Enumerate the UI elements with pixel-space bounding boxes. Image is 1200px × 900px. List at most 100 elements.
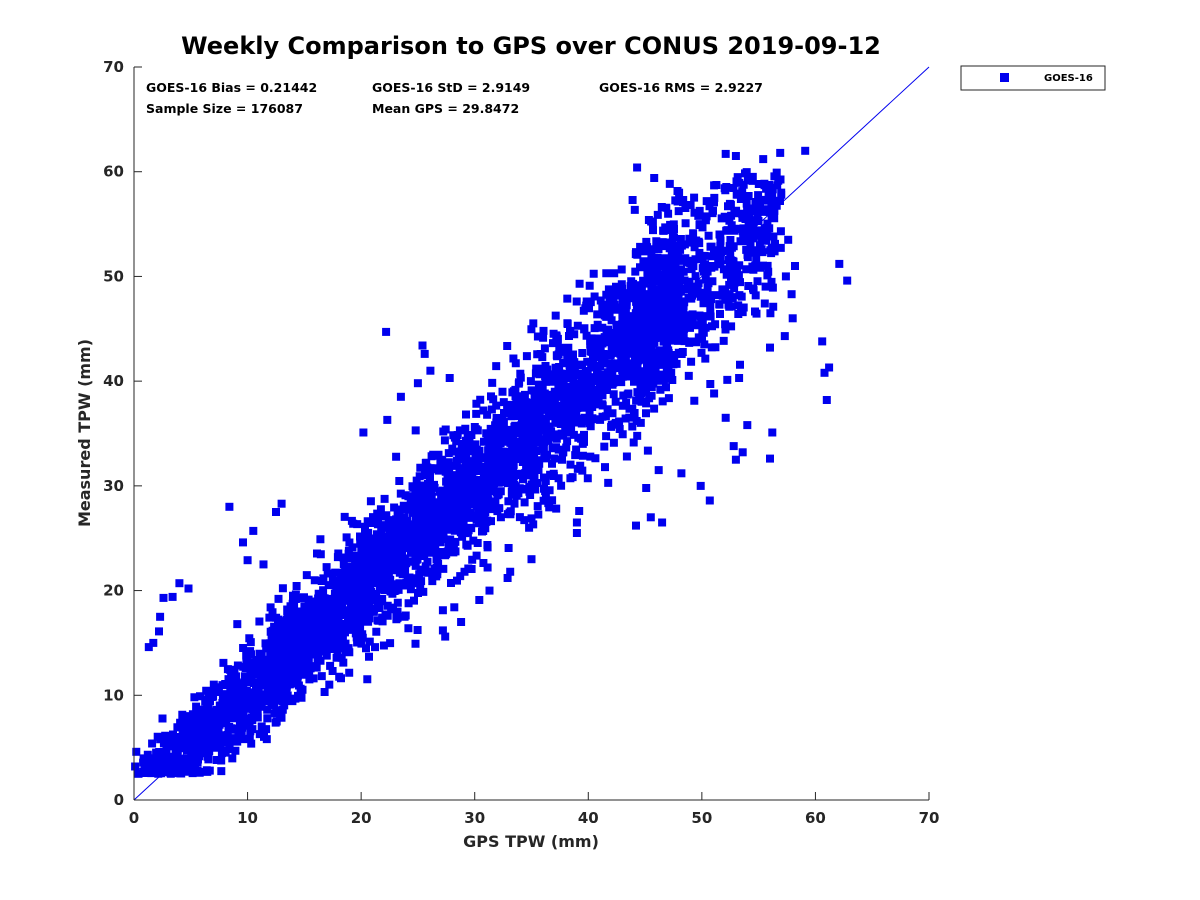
data-point [721, 149, 730, 158]
data-point [272, 508, 280, 516]
data-point [738, 448, 747, 457]
data-point [249, 526, 258, 535]
data-point [359, 428, 368, 437]
data-point [766, 343, 774, 352]
y-tick-label: 50 [103, 267, 124, 285]
data-point [541, 487, 550, 496]
data-point [503, 574, 512, 582]
sample-size-stat: Sample Size = 176087 [146, 101, 303, 116]
data-point [131, 762, 140, 771]
data-point [144, 643, 153, 652]
statistics-box: GOES-16 Bias = 0.21442 GOES-16 StD = 2.9… [146, 80, 763, 116]
data-point [527, 555, 536, 564]
data-point [225, 502, 234, 511]
data-point [156, 612, 165, 621]
data-point [675, 188, 684, 197]
one-to-one-line [133, 66, 930, 801]
data-point [572, 529, 581, 537]
data-point [277, 499, 286, 508]
data-point [426, 366, 435, 375]
data-point [820, 368, 829, 377]
data-point [382, 327, 391, 336]
legend-marker-icon [1000, 73, 1009, 82]
x-tick-label: 10 [237, 809, 258, 827]
data-point [485, 586, 494, 595]
data-point [575, 507, 584, 515]
data-point [743, 421, 752, 430]
data-point [184, 584, 193, 593]
data-point [475, 596, 484, 604]
y-tick-label: 30 [103, 477, 124, 495]
data-point [243, 556, 252, 565]
data-point [705, 496, 714, 505]
data-point [632, 521, 640, 530]
data-point [418, 341, 427, 350]
y-tick-label: 60 [103, 163, 124, 181]
x-tick-label: 0 [129, 809, 139, 827]
data-point [259, 560, 268, 569]
data-point [780, 332, 789, 341]
legend-box [960, 65, 1106, 91]
data-point [139, 767, 148, 776]
data-point [766, 454, 774, 463]
data-point [731, 455, 740, 464]
data-point [239, 538, 247, 547]
x-axis-label: GPS TPW (mm) [463, 832, 599, 851]
data-point [835, 259, 844, 268]
data-point [457, 618, 466, 626]
data-point [572, 518, 581, 527]
data-point [642, 484, 651, 492]
data-point [175, 579, 184, 588]
data-point [159, 593, 168, 602]
data-point [420, 349, 429, 358]
data-points [131, 146, 852, 778]
data-point [441, 632, 450, 641]
data-point [781, 272, 790, 281]
y-tick-label: 10 [103, 686, 124, 704]
bias-stat: GOES-16 Bias = 0.21442 [146, 80, 317, 95]
data-point [759, 155, 768, 164]
x-tick-label: 50 [691, 809, 712, 827]
data-point [696, 481, 705, 490]
data-point [768, 428, 777, 437]
data-point [818, 337, 827, 346]
y-tick-label: 70 [103, 58, 124, 76]
x-tick-label: 30 [464, 809, 485, 827]
point-cloud [139, 168, 786, 778]
x-tick-label: 40 [578, 809, 599, 827]
data-point [791, 262, 799, 270]
data-point [650, 174, 659, 182]
legend-entry-goes-16: GOES-16 [1044, 73, 1093, 84]
rms-stat: GOES-16 RMS = 2.9227 [599, 80, 763, 95]
data-point [149, 638, 158, 647]
data-point [132, 747, 141, 756]
axes [133, 67, 929, 801]
y-axis-label: Measured TPW (mm) [75, 339, 94, 527]
x-tick-label: 60 [805, 809, 826, 827]
legend: GOES-16 [960, 65, 1106, 91]
data-point [731, 152, 740, 160]
data-point [654, 466, 663, 475]
data-point [822, 396, 831, 404]
data-point [776, 148, 785, 157]
data-point [166, 768, 175, 777]
std-stat: GOES-16 StD = 2.9149 [372, 80, 530, 95]
data-point [784, 235, 793, 244]
data-point [413, 379, 422, 388]
data-point [729, 442, 738, 451]
data-point [383, 415, 392, 424]
data-point [450, 603, 459, 612]
data-point [445, 374, 454, 382]
y-tick-label: 20 [103, 582, 124, 600]
data-point [396, 392, 405, 401]
data-point [134, 769, 143, 778]
chart-title: Weekly Comparison to GPS over CONUS 2019… [181, 32, 881, 60]
data-point [801, 146, 810, 155]
axis-ticks: 0 10 20 30 40 50 60 70 0 10 20 30 40 50 60 70 [103, 58, 939, 827]
data-point [628, 196, 637, 204]
y-tick-label: 40 [103, 372, 124, 390]
y-tick-label: 0 [114, 791, 124, 809]
data-point [438, 626, 447, 635]
data-point [825, 363, 834, 372]
